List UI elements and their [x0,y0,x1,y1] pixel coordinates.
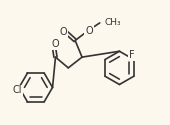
Text: O: O [52,39,59,49]
Text: Cl: Cl [12,85,22,95]
Text: O: O [59,27,67,37]
Text: F: F [129,50,135,60]
Text: O: O [85,26,93,36]
Text: CH₃: CH₃ [105,18,121,27]
